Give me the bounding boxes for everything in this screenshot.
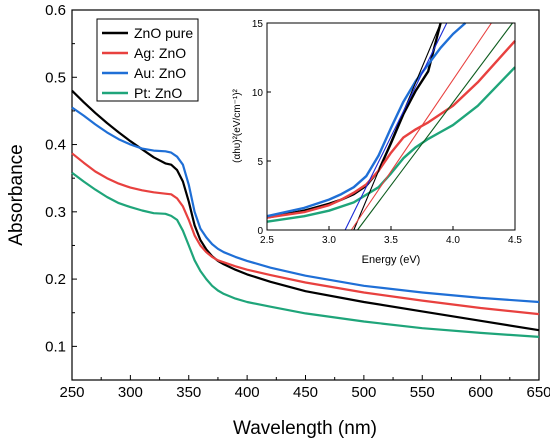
main-series-line-1 [71, 152, 540, 316]
inset-x-tick-label: 3.0 [322, 235, 336, 246]
main-y-tick-label: 0.6 [45, 2, 66, 19]
legend-label: Ag: ZnO [134, 45, 186, 61]
inset-x-tick-label: 3.5 [384, 235, 398, 246]
main-y-axis-label: Absorbance [6, 144, 27, 245]
inset-y-tick-label: 0 [257, 226, 263, 237]
main-x-tick-label: 400 [235, 384, 260, 401]
legend-label: Pt: ZnO [134, 85, 182, 101]
inset-y-ticks: 0 5 10 15 [252, 19, 271, 237]
inset-y-tick-label: 10 [252, 88, 264, 99]
main-x-tick-label: 650 [526, 384, 550, 401]
legend-label: ZnO pure [134, 25, 193, 41]
main-x-tick-label: 550 [410, 384, 435, 401]
main-x-tick-label: 500 [351, 384, 376, 401]
main-x-tick-label: 450 [293, 384, 318, 401]
inset-series-line-2 [266, 22, 467, 218]
inset-x-tick-label: 2.5 [260, 235, 274, 246]
inset-x-tick-label: 4.5 [508, 235, 522, 246]
inset-x-ticks: 2.5 3.0 3.5 4.0 4.5 [260, 226, 522, 246]
main-y-tick-label: 0.4 [45, 137, 66, 154]
main-series-line-2 [71, 106, 540, 304]
inset-y-axis-label: (αhυ)²(eV/cm⁻¹)² [232, 88, 243, 162]
legend: ZnO pure Ag: ZnO Au: ZnO Pt: ZnO [96, 18, 199, 102]
inset-tangent-line-0 [353, 22, 442, 231]
inset-tangent-line-2 [350, 22, 492, 231]
inset-x-tick-label: 4.0 [446, 235, 460, 246]
main-x-ticks: 250 300 350 400 450 500 550 600 650 [59, 375, 550, 401]
main-x-tick-label: 250 [59, 384, 84, 401]
main-y-tick-label: 0.3 [45, 204, 66, 221]
main-y-tick-label: 0.2 [45, 271, 66, 288]
inset-tangent-line-1 [344, 22, 448, 231]
main-plot: 250 300 350 400 450 500 550 600 650 0.1 0.2 0.3 0.4… [6, 2, 550, 439]
main-x-tick-label: 350 [176, 384, 201, 401]
inset-plot: 2.5 3.0 3.5 4.0 4.5 0 5 10 15 Energy (eV) (αhυ)… [232, 19, 522, 266]
inset-tangent-line-3 [357, 22, 513, 231]
main-series-line-0 [71, 89, 540, 332]
main-series-line-3 [71, 171, 540, 338]
inset-tangent-lines [344, 22, 513, 231]
inset-series-line-3 [266, 66, 516, 223]
main-x-axis-label: Wavelength (nm) [233, 418, 377, 439]
main-y-tick-label: 0.5 [45, 69, 66, 86]
inset-y-tick-label: 15 [252, 19, 264, 30]
main-y-ticks: 0.1 0.2 0.3 0.4 0.5 0.6 [45, 2, 77, 355]
inset-y-tick-label: 5 [257, 157, 263, 168]
main-x-tick-label: 600 [468, 384, 493, 401]
inset-x-axis-label: Energy (eV) [362, 254, 421, 266]
main-y-tick-label: 0.1 [45, 338, 66, 355]
legend-label: Au: ZnO [134, 65, 186, 81]
main-x-tick-label: 300 [118, 384, 143, 401]
main-series-group [71, 89, 540, 338]
